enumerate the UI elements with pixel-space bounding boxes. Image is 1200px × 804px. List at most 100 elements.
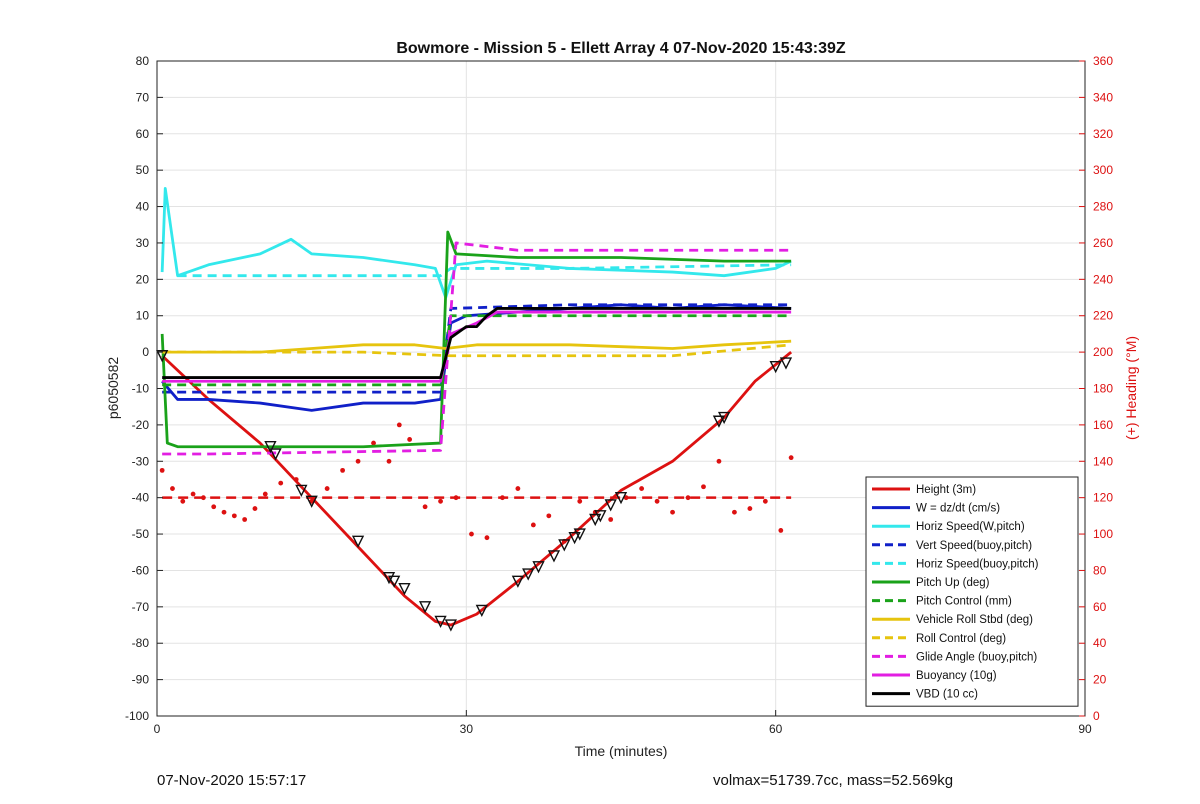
y-tick-label: -30: [132, 454, 150, 468]
heading-point: [355, 458, 361, 464]
height-marker: [712, 415, 726, 428]
legend-label: Glide Angle (buoy,pitch): [916, 651, 1037, 663]
y2-tick-label: 120: [1093, 491, 1113, 505]
heading-point: [701, 484, 706, 490]
x-tick-label: 60: [769, 722, 783, 736]
height-marker: [594, 510, 607, 523]
height-marker: [156, 350, 169, 363]
height-marker: [604, 499, 617, 512]
y-tick-label: -10: [132, 382, 150, 396]
series-line: [162, 314, 792, 387]
series-layer: [156, 186, 794, 632]
height-marker: [444, 619, 457, 632]
heading-point: [340, 467, 345, 473]
height-marker: [558, 539, 571, 552]
y2-tick-label: 180: [1093, 382, 1113, 396]
y-tick-label: 30: [136, 236, 150, 250]
x-tick-label: 90: [1078, 722, 1092, 736]
y2-tick-label: 0: [1093, 709, 1100, 723]
heading-point: [778, 528, 784, 533]
heading-point: [180, 498, 186, 504]
heading-point: [639, 486, 645, 491]
heading-point: [252, 506, 258, 511]
heading-point: [386, 458, 392, 464]
height-marker: [522, 568, 535, 581]
series-line: [162, 241, 792, 456]
heading-point: [396, 422, 402, 428]
heading-point: [242, 517, 248, 522]
legend-label: Buoyancy (10g): [916, 670, 997, 682]
legend: Height (3m) W = dz/dt (cm/s) Horiz Speed(W…: [865, 476, 1079, 707]
legend-label: W = dz/dt (cm/s): [916, 503, 1000, 515]
legend-label: VBD (10 cc): [916, 689, 978, 701]
y2-tick-label: 220: [1093, 309, 1113, 323]
heading-point: [170, 486, 175, 491]
y2-tick-label: 20: [1093, 673, 1107, 687]
heading-point: [685, 495, 691, 501]
heading-point: [747, 506, 753, 511]
y2-tick-label: 240: [1093, 272, 1113, 286]
y2-axis-label: (+) Heading (°M): [1123, 336, 1139, 440]
legend-label: Roll Control (deg): [916, 633, 1006, 645]
y-tick-label: -50: [132, 527, 150, 541]
heading-point: [324, 486, 330, 491]
heading-point: [484, 535, 490, 541]
y2-tick-label: 360: [1093, 54, 1113, 68]
height-marker: [434, 615, 447, 628]
legend-label: Vehicle Roll Stbd (deg): [916, 614, 1033, 626]
series-line: [160, 186, 792, 299]
height-marker: [382, 572, 396, 585]
series-line: [162, 307, 792, 379]
heading-point: [407, 437, 413, 442]
y-tick-label: -90: [132, 673, 150, 687]
heading-point: [608, 517, 614, 522]
chart-title: Bowmore - Mission 5 - Ellett Array 4 07-…: [396, 40, 846, 57]
heading-point: [732, 509, 737, 515]
axis-ticks: -100-90-80-70-60-50-40-30-20-10010203040…: [125, 54, 1113, 736]
height-marker: [547, 550, 561, 563]
height-marker: [511, 575, 525, 588]
legend-label: Pitch Up (deg): [916, 577, 990, 589]
legend-label: Horiz Speed(buoy,pitch): [916, 558, 1039, 570]
heading-point: [654, 498, 660, 504]
y2-tick-label: 40: [1093, 636, 1107, 650]
height-marker: [779, 357, 793, 370]
y-tick-label: -100: [125, 709, 149, 723]
legend-label: Horiz Speed(W,pitch): [916, 521, 1025, 533]
series-line: [162, 343, 792, 358]
y2-tick-label: 80: [1093, 563, 1107, 577]
heading-point: [530, 522, 536, 528]
series-line: [177, 263, 792, 278]
heading-point: [469, 531, 474, 537]
height-marker: [398, 582, 411, 596]
heading-point: [211, 504, 217, 510]
x-tick-label: 30: [460, 722, 474, 736]
heading-point: [262, 491, 268, 497]
heading-point: [577, 498, 583, 504]
height-marker: [305, 495, 318, 508]
legend-label: Vert Speed(buoy,pitch): [916, 540, 1032, 552]
y-tick-label: -20: [132, 418, 150, 432]
legend-label: Pitch Control (mm): [916, 596, 1012, 608]
heading-point: [190, 491, 196, 497]
y2-tick-label: 200: [1093, 345, 1113, 359]
y-tick-label: 10: [136, 309, 150, 323]
height-marker: [568, 531, 581, 545]
height-marker: [351, 535, 365, 548]
height-marker: [388, 575, 401, 588]
y-tick-label: 60: [136, 127, 150, 141]
height-marker: [614, 491, 628, 505]
height-marker: [418, 601, 432, 614]
height-marker: [769, 360, 782, 374]
heading-point: [159, 467, 165, 473]
legend-label: Height (3m): [916, 484, 976, 496]
height-marker: [295, 484, 308, 497]
x-axis-label: Time (minutes): [575, 743, 668, 759]
heading-point: [278, 480, 284, 486]
heading-point: [438, 498, 443, 504]
heading-point: [500, 495, 505, 501]
y-tick-label: 80: [136, 54, 150, 68]
y2-tick-label: 60: [1093, 600, 1107, 614]
heading-point: [788, 455, 794, 461]
y-axis-label: p6050582: [105, 357, 121, 420]
